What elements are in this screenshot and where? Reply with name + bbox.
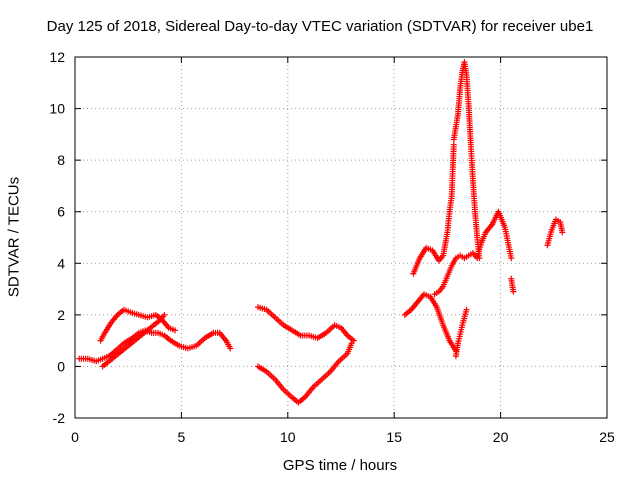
y-tick-label: 8 <box>57 152 65 168</box>
grid-lines <box>75 57 607 418</box>
series-segment-9 <box>431 208 515 298</box>
y-tick-label: 4 <box>57 255 65 271</box>
x-tick-label: 5 <box>178 429 186 445</box>
series-segment-1 <box>76 327 234 365</box>
x-axis-label: GPS time / hours <box>282 457 398 474</box>
x-tick-label: 20 <box>493 429 509 445</box>
x-tick-label: 25 <box>599 429 615 445</box>
series-segment-6 <box>401 291 459 354</box>
data-point <box>559 229 566 236</box>
series-segment-3 <box>99 311 168 370</box>
series-segment-10 <box>508 275 517 295</box>
data-point <box>348 340 355 347</box>
plot-frame <box>74 56 608 419</box>
data-point <box>508 255 515 262</box>
data-point <box>227 345 234 352</box>
data-point <box>172 327 179 334</box>
data-point <box>450 141 457 148</box>
y-tick-label: 6 <box>57 204 65 220</box>
series-segment-8 <box>450 59 483 262</box>
x-tick-label: 15 <box>386 429 402 445</box>
series-segment-11 <box>452 306 470 360</box>
series-segment-4 <box>255 304 357 344</box>
y-tick-label: -2 <box>53 410 66 426</box>
y-tick-label: 12 <box>49 49 65 65</box>
x-tick-label: 10 <box>280 429 296 445</box>
y-tick-label: 0 <box>57 358 65 374</box>
x-tick-label: 0 <box>71 429 79 445</box>
axis-ticks: 0 5 10 15 20 25 -2 0 2 4 6 8 10 12 <box>49 49 615 445</box>
data-point <box>161 311 168 318</box>
data-point <box>510 288 517 295</box>
series-segment-12 <box>544 216 566 249</box>
series-segment-7 <box>410 141 457 277</box>
series-segment-5 <box>255 340 355 406</box>
y-tick-label: 10 <box>49 101 65 117</box>
y-tick-label: 2 <box>57 307 65 323</box>
data-marks <box>76 59 566 406</box>
data-point <box>463 306 470 313</box>
y-axis-label: SDTVAR / TECUs <box>5 176 23 298</box>
chart-title: Day 125 of 2018, Sidereal Day-to-day VTE… <box>46 18 594 35</box>
